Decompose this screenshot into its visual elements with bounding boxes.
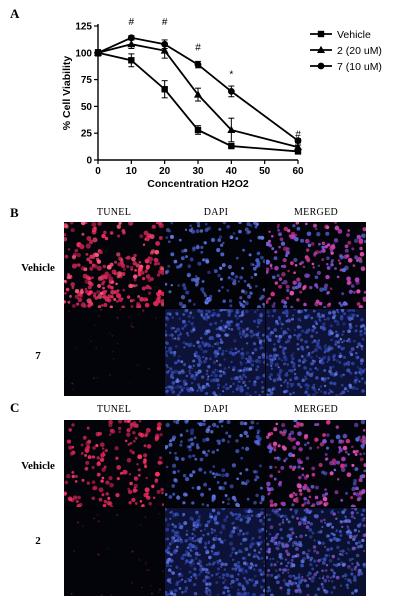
x-tick-label: 20: [159, 166, 171, 177]
panel-c-tunel-vehicle-image: [64, 420, 164, 507]
data-point-triangle: [227, 125, 236, 133]
data-point-circle: [294, 137, 302, 145]
series-line-3: [97, 36, 299, 142]
panel-b-merged-7-image: [266, 309, 366, 396]
x-tick-label: 50: [259, 166, 271, 177]
panel-c-row-vehicle: Vehicle: [21, 460, 55, 472]
data-point-circle: [161, 40, 169, 48]
x-tick-label: 30: [192, 166, 204, 177]
significance-marker: *: [229, 69, 233, 80]
data-point-circle: [127, 34, 135, 42]
legend-label: 7 (10 uM): [337, 61, 382, 73]
panel-c-col-tunel: TUNEL: [96, 404, 132, 415]
significance-marker: #: [129, 17, 135, 28]
y-axis-label: % Cell Viability: [61, 56, 73, 131]
panel-b-row-7: 7: [35, 350, 41, 362]
data-point-square: [228, 142, 235, 150]
data-point-triangle: [294, 142, 302, 151]
y-tick-label: 0: [86, 156, 92, 167]
y-tick-label: 50: [81, 102, 93, 113]
panel-label-c: C: [10, 400, 20, 415]
panel-c-row-2: 2: [35, 535, 41, 547]
panel-c-dapi-vehicle-image: [165, 420, 265, 507]
panel-c-dapi-2-image: [165, 508, 265, 596]
series-line-2: [97, 43, 299, 149]
x-tick-label: 10: [126, 166, 138, 177]
panel-b-image-grid: [64, 222, 366, 396]
data-point-square: [161, 86, 168, 93]
panel-b-merged-vehicle-image: [266, 222, 366, 308]
significance-marker: #: [162, 17, 168, 28]
cell-viability-chart: 0 25 50 75 100 125 0 10 20 30 40 50 60 Concentration …: [61, 17, 382, 190]
data-point-square: [128, 57, 135, 64]
panel-c-col-merged: MERGED: [293, 404, 339, 415]
y-tick-label: 125: [75, 22, 92, 33]
y-tick-label: 100: [75, 48, 92, 59]
panel-b-col-dapi: DAPI: [203, 207, 229, 218]
significance-marker: #: [195, 43, 201, 54]
panel-c-col-dapi: DAPI: [203, 404, 229, 415]
data-point-square: [194, 126, 202, 134]
panel-b-col-merged: MERGED: [293, 207, 339, 218]
legend-marker-circle: [317, 62, 325, 70]
y-tick-label: 75: [81, 75, 93, 86]
panel-b-dapi-7-image: [165, 309, 265, 396]
significance-marker: #: [295, 129, 301, 140]
x-tick-label: 60: [292, 166, 304, 177]
x-tick-label: 0: [95, 166, 101, 177]
legend-label: Vehicle: [337, 29, 371, 41]
data-point-square: [294, 148, 302, 155]
panel-label-a: A: [10, 6, 20, 21]
panel-label-b: B: [10, 205, 19, 220]
series-line-1: [97, 51, 299, 153]
y-tick-label: 25: [81, 129, 93, 140]
panel-c-image-grid: [64, 420, 366, 596]
panel-b-dapi-vehicle-image: [165, 222, 265, 308]
panel-b-tunel-7-image: [64, 309, 164, 396]
panel-b-tunel-vehicle-image: [64, 222, 164, 308]
panel-c-merged-2-image: [266, 508, 366, 596]
panel-c-merged-vehicle-image: [266, 420, 366, 507]
panel-b-col-tunel: TUNEL: [96, 207, 132, 218]
data-point-circle: [194, 61, 202, 68]
legend-marker-triangle: [317, 45, 325, 53]
x-tick-label: 40: [226, 166, 238, 177]
panel-b-row-vehicle: Vehicle: [21, 262, 55, 274]
data-point-circle: [94, 49, 102, 57]
panel-c-tunel-2-image: [64, 508, 164, 596]
data-point-triangle: [127, 40, 136, 48]
data-point-circle: [227, 87, 235, 95]
legend-label: 2 (20 uM): [337, 45, 382, 57]
data-point-triangle: [160, 46, 169, 54]
data-point-triangle: [194, 90, 202, 98]
x-axis-label: Concentration H2O2: [147, 178, 249, 190]
legend-marker-square: [317, 30, 325, 38]
